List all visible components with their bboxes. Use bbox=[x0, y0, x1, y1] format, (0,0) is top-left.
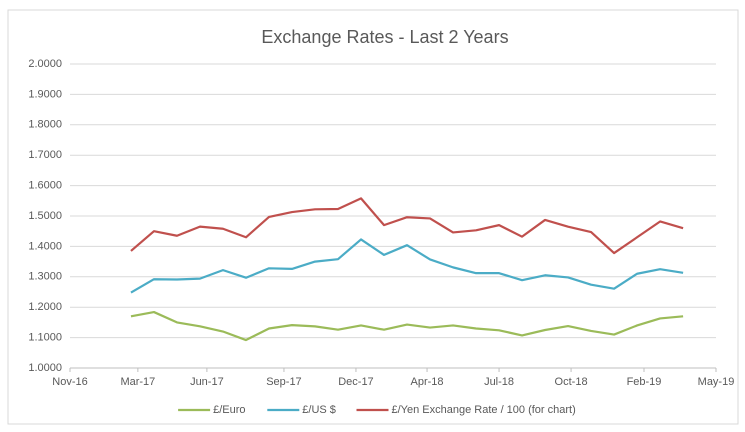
series-line bbox=[130, 197, 684, 255]
y-tick-label: 1.1000 bbox=[28, 332, 62, 344]
y-tick-label: 1.6000 bbox=[28, 180, 62, 192]
series-line bbox=[130, 238, 684, 294]
y-tick-label: 1.3000 bbox=[28, 271, 62, 283]
x-tick-label: Apr-18 bbox=[411, 376, 444, 388]
series-line bbox=[130, 310, 684, 342]
chart-title: Exchange Rates - Last 2 Years bbox=[261, 27, 508, 47]
y-tick-label: 1.5000 bbox=[28, 210, 62, 222]
y-tick-label: 1.7000 bbox=[28, 149, 62, 161]
x-tick-label: Sep-17 bbox=[266, 376, 301, 388]
x-tick-label: May-19 bbox=[698, 376, 735, 388]
x-tick-label: Jun-17 bbox=[190, 376, 224, 388]
y-tick-label: 1.9000 bbox=[28, 88, 62, 100]
x-tick-label: Dec-17 bbox=[338, 376, 373, 388]
legend-label: £/Euro bbox=[213, 404, 245, 416]
chart-frame bbox=[7, 9, 739, 425]
y-tick-label: 1.8000 bbox=[28, 119, 62, 131]
x-tick-label: Nov-16 bbox=[52, 376, 87, 388]
legend-label: £/US $ bbox=[302, 404, 336, 416]
y-tick-label: 1.4000 bbox=[28, 240, 62, 252]
y-tick-label: 1.0000 bbox=[28, 362, 62, 374]
x-tick-label: Jul-18 bbox=[484, 376, 514, 388]
x-tick-label: Oct-18 bbox=[555, 376, 588, 388]
x-tick-label: Feb-19 bbox=[627, 376, 662, 388]
y-tick-label: 2.0000 bbox=[28, 58, 62, 70]
x-tick-label: Mar-17 bbox=[120, 376, 155, 388]
legend-label: £/Yen Exchange Rate / 100 (for chart) bbox=[392, 404, 576, 416]
y-tick-label: 1.2000 bbox=[28, 301, 62, 313]
